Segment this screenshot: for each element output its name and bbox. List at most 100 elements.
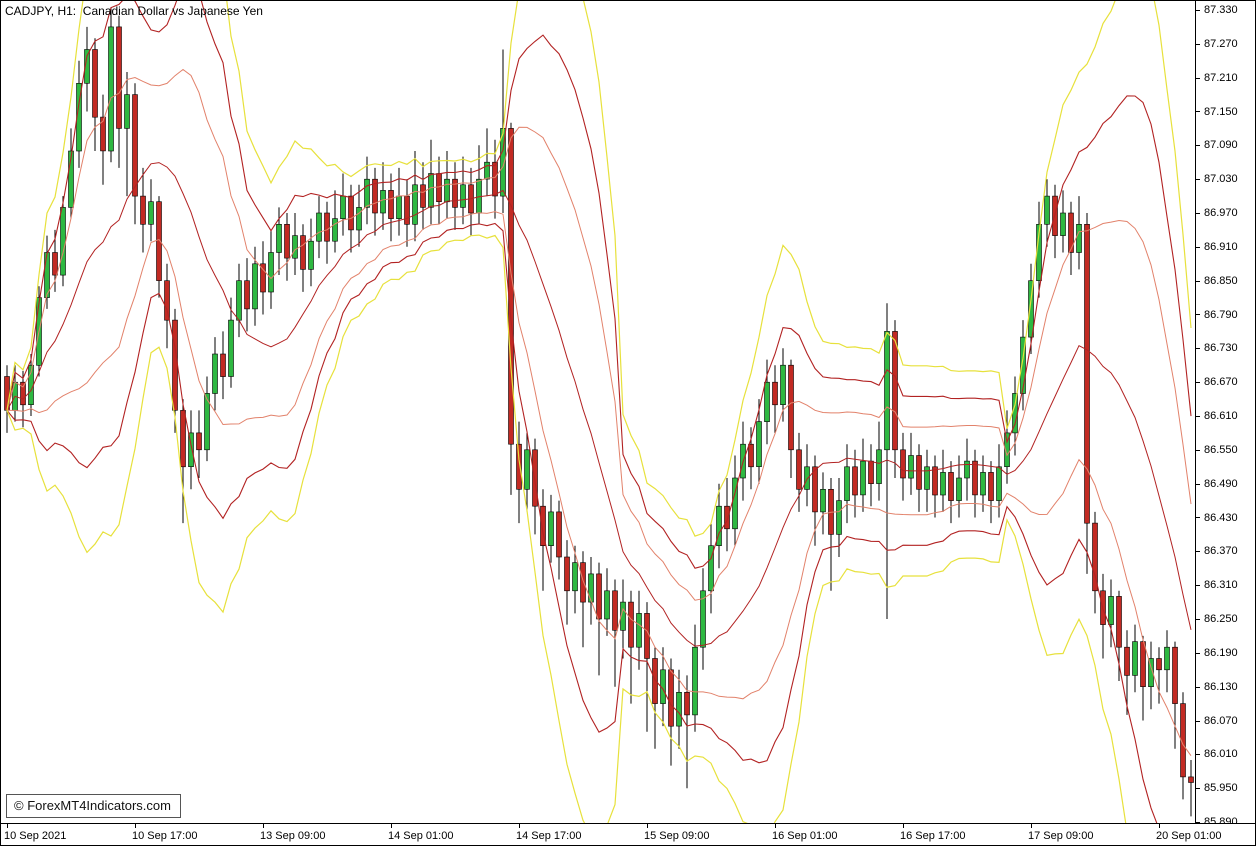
candle-body [556,511,562,558]
candle-body [60,207,66,276]
price-chart[interactable] [1,1,1195,823]
candle-body [412,184,418,225]
price-axis-label: 86.610 [1204,410,1238,422]
candle-body [964,460,970,479]
candle-body [52,252,58,276]
candle-body [820,488,826,513]
candle-body [532,449,538,507]
candle-body [588,573,594,603]
candle-body [700,590,706,648]
time-axis-tick [391,824,392,828]
band-lower-1 [7,211,1192,756]
candle-body [300,235,306,270]
price-axis-tick [1196,687,1200,688]
price-axis-label: 86.130 [1204,680,1238,693]
candle-body [812,466,818,513]
price-axis-tick [1196,619,1200,620]
candle-body [260,263,266,293]
candle-body [724,505,730,530]
price-axis-tick [1196,754,1200,755]
candle-body [308,240,314,270]
time-axis-tick [135,824,136,828]
candle-body [940,472,946,496]
candle-body [1044,195,1050,225]
candle-body [1084,224,1090,524]
price-axis[interactable]: 87.330 87.270 87.210 87.150 87.090 87.030 86.9… [1196,1,1255,828]
candle-body [852,466,858,496]
candle-body [884,331,890,451]
price-axis-tick [1196,78,1200,79]
candle-body [540,505,546,547]
price-axis-label: 86.550 [1204,443,1238,456]
candle-body [284,224,290,259]
candle-body [164,280,170,321]
candle-body [108,26,114,152]
time-axis-label: 15 Sep 09:00 [644,830,710,842]
price-axis-tick [1196,382,1200,383]
candle-body [276,224,282,253]
price-axis-tick [1196,653,1200,654]
candle-body [892,331,898,451]
candle-body [684,691,690,716]
price-axis-tick [1196,314,1200,315]
candle-body [988,472,994,501]
time-axis-label: 16 Sep 17:00 [900,830,966,842]
time-axis-label: 14 Sep 17:00 [516,830,582,842]
candle-body [692,646,698,716]
candle-body [1108,596,1114,625]
candle-body [1156,658,1162,671]
candlestick-plot[interactable] [1,1,1195,823]
price-axis-label: 86.790 [1204,308,1238,321]
time-axis-label: 13 Sep 09:00 [260,830,326,842]
candle-body [268,252,274,293]
price-axis-tick [1196,450,1200,451]
time-axis-label: 17 Sep 09:00 [1028,830,1094,842]
candle-body [396,195,402,220]
candle-body [484,161,490,180]
candle-body [460,184,466,208]
time-axis-label: 10 Sep 2021 [4,830,67,842]
candle-body [908,455,914,479]
price-axis-label: 87.330 [1204,4,1238,16]
candle-body [780,364,786,406]
candle-body [1020,336,1026,394]
candle-body [444,178,450,203]
time-axis-tick [903,824,904,828]
price-axis-label: 87.030 [1204,173,1238,186]
candle-body [972,460,978,496]
candle-body [92,49,98,118]
price-axis-tick [1196,721,1200,722]
candle-body [596,573,602,620]
candle-body [124,94,130,129]
time-axis[interactable]: 10 Sep 2021 10 Sep 17:00 13 Sep 09:00 14 Se… [1,823,1255,845]
candle-body [324,212,330,242]
price-axis-tick [1196,179,1200,180]
price-axis-label: 86.190 [1204,646,1238,659]
candle-body [796,449,802,490]
candle-body [204,393,210,451]
candle-body [188,432,194,467]
chart-title: CADJPY, H1: Canadian Dollar vs Japanese … [5,4,263,18]
candle-body [716,505,722,547]
candle-body [244,280,250,310]
candle-body [876,449,882,484]
candle-body [148,201,154,225]
candle-body [804,466,810,490]
candle-body [68,150,74,208]
candle-body [220,353,226,377]
candle-body [956,477,962,501]
band-upper-1 [6,68,1192,601]
candle-body [1124,646,1130,676]
candle-body [380,190,386,214]
price-axis-tick [1196,213,1200,214]
candle-body [1180,703,1186,778]
candle-body [1164,646,1170,671]
candle-body [1092,522,1098,592]
candle-body [564,556,570,592]
candle-body [340,195,346,220]
price-axis-label: 86.010 [1204,748,1238,761]
candle-body [996,466,1002,501]
watermark: © ForexMT4Indicators.com [6,794,181,818]
candle-body [924,466,930,490]
time-axis-tick [7,824,8,828]
